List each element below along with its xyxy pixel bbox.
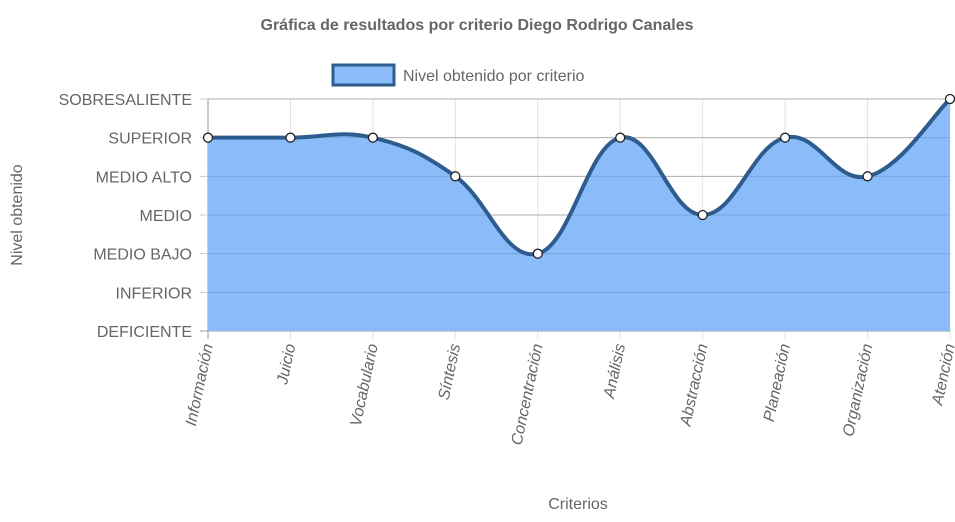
data-point[interactable] <box>532 248 543 259</box>
x-tick-label: Planeación <box>761 342 794 423</box>
x-tick-label: Juicio <box>274 342 299 387</box>
x-tick-label: Atención <box>929 342 955 408</box>
x-tick-label: Vocabulario <box>348 342 382 428</box>
y-tick-label: SOBRESALIENTE <box>59 92 192 109</box>
y-tick-label: MEDIO <box>140 208 192 225</box>
y-tick-label: SUPERIOR <box>108 131 192 148</box>
y-axis-label: Nivel obtenido <box>9 164 26 266</box>
data-point[interactable] <box>862 171 873 182</box>
data-point[interactable] <box>285 132 296 143</box>
y-axis-ticks: DEFICIENTE INFERIOR MEDIO BAJO MEDIO MEDIO A… <box>59 92 192 341</box>
legend-swatch <box>331 63 396 87</box>
data-point[interactable] <box>615 132 626 143</box>
x-tick-label: Concentración <box>509 342 547 447</box>
data-point[interactable] <box>944 93 955 105</box>
chart-title: Gráfica de resultados por criterio Diego… <box>261 17 694 34</box>
y-tick-label: MEDIO BAJO <box>93 247 192 264</box>
legend[interactable]: Nivel obtenido por criterio <box>331 63 585 87</box>
x-tick-label: Síntesis <box>436 342 464 401</box>
y-tick-label: INFERIOR <box>116 285 192 302</box>
area-layer <box>207 97 952 331</box>
data-points <box>202 93 955 259</box>
data-point[interactable] <box>450 171 461 182</box>
y-tick-label: DEFICIENTE <box>97 324 192 341</box>
x-axis-ticks: Información Juicio Vocabulario Síntesis Conc… <box>183 342 955 447</box>
x-tick-label: Abstracción <box>677 342 711 428</box>
series-area <box>208 99 950 331</box>
series-line <box>207 97 952 257</box>
x-axis-label: Criterios <box>548 496 608 513</box>
x-tick-label: Organización <box>840 342 876 438</box>
legend-label: Nivel obtenido por criterio <box>403 68 585 85</box>
x-tick-label: Análisis <box>601 342 629 400</box>
data-point[interactable] <box>202 132 214 143</box>
x-tick-label: Información <box>183 342 217 427</box>
data-point[interactable] <box>779 132 791 143</box>
y-tick-label: MEDIO ALTO <box>96 169 192 186</box>
data-point[interactable] <box>367 132 379 143</box>
data-point[interactable] <box>697 209 708 221</box>
